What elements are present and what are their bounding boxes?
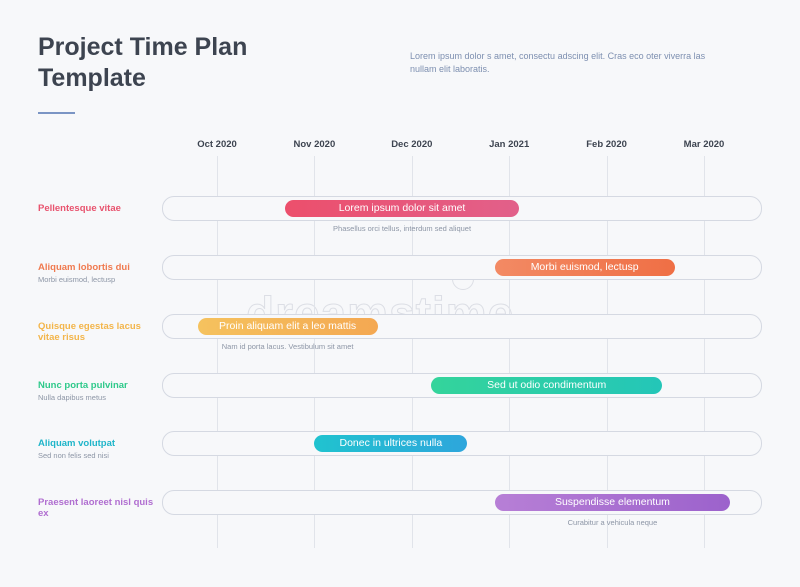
task-bar[interactable]: Lorem ipsum dolor sit amet xyxy=(285,200,519,217)
month-gridline xyxy=(704,156,705,548)
task-label: Nunc porta pulvinar xyxy=(38,380,128,391)
task-bar[interactable]: Sed ut odio condimentum xyxy=(431,377,663,394)
month-label: Mar 2020 xyxy=(683,139,725,150)
month-label: Oct 2020 xyxy=(197,139,237,150)
task-label: Aliquam volutpat xyxy=(38,438,116,449)
task-label: Aliquam lobortis dui xyxy=(38,262,130,273)
task-sublabel: Nulla dapibus metus xyxy=(38,393,106,402)
month-label: Dec 2020 xyxy=(391,139,433,150)
month-gridline xyxy=(509,156,511,548)
page-title: Project Time Plan Template xyxy=(38,32,247,94)
month-label: Jan 2021 xyxy=(489,139,530,150)
task-bar[interactable]: Morbi euismod, lectusp xyxy=(494,259,675,276)
title-underline xyxy=(38,112,75,114)
task-bar[interactable]: Donec in ultrices nulla xyxy=(314,435,468,452)
title-line-1: Project Time Plan xyxy=(38,33,248,61)
task-note: Curabitur a vehicula neque xyxy=(567,518,658,527)
task-bar[interactable]: Suspendisse elementum xyxy=(494,494,731,511)
task-sublabel: Sed non felis sed nisi xyxy=(38,451,109,460)
task-label: Quisque egestas lacus vitae risus xyxy=(38,321,141,343)
task-bar[interactable]: Proin aliquam elit a leo mattis xyxy=(197,318,378,335)
intro-text: Lorem ipsum dolor s amet, consectu adsci… xyxy=(410,51,706,74)
month-gridline xyxy=(411,156,413,548)
month-label: Nov 2020 xyxy=(293,139,336,150)
task-note: Nam id porta lacus. Vestibulum sit amet xyxy=(221,342,354,351)
task-sublabel: Morbi euismod, lectusp xyxy=(38,275,116,284)
month-gridline xyxy=(217,156,218,548)
month-label: Feb 2020 xyxy=(586,139,627,150)
title-line-2: Template xyxy=(38,64,146,92)
month-gridline xyxy=(314,156,316,548)
task-note: Phasellus orci tellus, interdum sed aliq… xyxy=(333,224,472,233)
month-gridline xyxy=(606,156,608,548)
task-label: Pellentesque vitae xyxy=(38,203,121,214)
task-label: Praesent laoreet nisl quis ex xyxy=(38,497,154,519)
